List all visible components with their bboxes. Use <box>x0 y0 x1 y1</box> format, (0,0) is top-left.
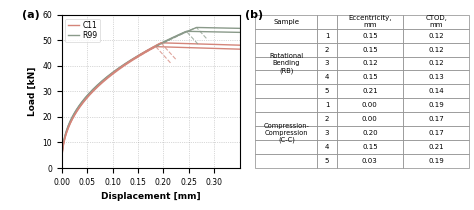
Text: (b): (b) <box>245 10 263 20</box>
X-axis label: Displacement [mm]: Displacement [mm] <box>101 192 201 201</box>
Text: (a): (a) <box>22 10 40 20</box>
Legend: C11, R99: C11, R99 <box>65 18 100 42</box>
Text: Rotational
Bending
(RB): Rotational Bending (RB) <box>269 53 303 74</box>
Text: Compression-
Compression
(C-C): Compression- Compression (C-C) <box>264 123 310 143</box>
Y-axis label: Load [kN]: Load [kN] <box>27 67 36 116</box>
